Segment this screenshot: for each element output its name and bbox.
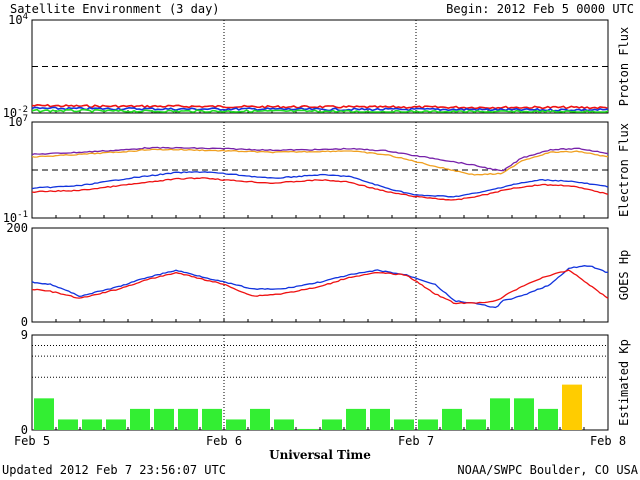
y-tick-label: 104 (8, 12, 28, 27)
y-tick-label: 107 (8, 114, 28, 129)
kp-bar (514, 398, 534, 430)
kp-bar (346, 408, 366, 430)
panel-frame (31, 227, 609, 323)
y-axis-label: Proton Flux (617, 27, 631, 106)
y-tick-label: 200 (6, 221, 28, 235)
series-line-blue (31, 171, 609, 198)
series-line-red (31, 177, 609, 201)
source-label: NOAA/SWPC Boulder, CO USA (457, 463, 638, 477)
x-tick-label: Feb 6 (206, 434, 242, 448)
kp-bar (226, 419, 246, 430)
y-tick-label: 0 (21, 315, 28, 329)
kp-bar (82, 419, 102, 430)
updated-time: Updated 2012 Feb 7 23:56:07 UTC (2, 463, 226, 477)
kp-bar (562, 384, 582, 430)
begin-time: Begin: 2012 Feb 5 0000 UTC (446, 2, 634, 16)
y-axis-label: Estimated Kp (617, 339, 631, 426)
kp-bar (58, 419, 78, 430)
series-line-blue (31, 265, 609, 309)
kp-bar (538, 408, 558, 430)
kp-bar (34, 398, 54, 430)
kp-bar (442, 408, 462, 430)
x-axis-title: Universal Time (269, 448, 371, 462)
kp-bar (154, 408, 174, 430)
y-tick-label: 9 (21, 328, 28, 342)
panel-frame (31, 19, 609, 114)
x-tick-label: Feb 7 (398, 434, 434, 448)
y-tick-label: 0 (21, 423, 28, 437)
kp-bar (202, 408, 222, 430)
y-axis-label: Electron Flux (617, 123, 631, 217)
chart-title: Satellite Environment (3 day) (10, 2, 220, 16)
series-line-orange (31, 148, 609, 176)
kp-bar (130, 408, 150, 430)
series-line-red (31, 269, 609, 305)
panel-goes_hp: 200 0 GOES Hp (6, 221, 631, 329)
x-tick-label: Feb 8 (590, 434, 626, 448)
kp-bar (466, 419, 486, 430)
kp-bar (274, 419, 294, 430)
panel-kp: 9 0 Estimated Kp Feb 5 Feb 6 Feb 7 Feb 8 (14, 328, 631, 448)
kp-bar (490, 398, 510, 430)
panel-frame (31, 121, 609, 219)
kp-bar (106, 419, 126, 430)
kp-bar (298, 428, 318, 430)
x-tick-label: Feb 5 (14, 434, 50, 448)
series-line-purple (31, 146, 609, 172)
series-line-green (31, 108, 609, 113)
y-axis-label: GOES Hp (617, 250, 631, 301)
kp-bar (394, 419, 414, 430)
series-line-blue (31, 106, 609, 112)
series-line-red (31, 103, 609, 110)
kp-bar (250, 408, 270, 430)
kp-bar (322, 419, 342, 430)
kp-bar (418, 419, 438, 430)
kp-bar (370, 408, 390, 430)
kp-bar (178, 408, 198, 430)
